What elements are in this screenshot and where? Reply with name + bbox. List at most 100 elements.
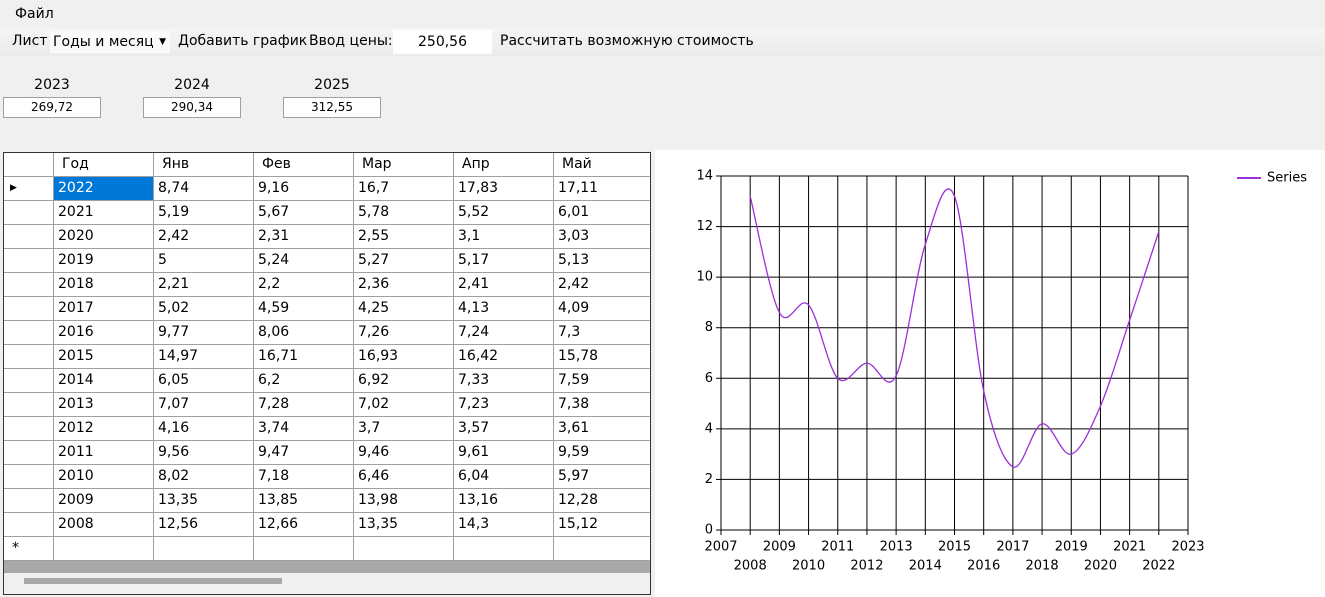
- cell[interactable]: 4,59: [254, 297, 354, 321]
- cell[interactable]: 2018: [54, 273, 154, 297]
- cell[interactable]: 5,02: [154, 297, 254, 321]
- row-header[interactable]: [4, 465, 54, 489]
- calculate-button[interactable]: Рассчитать возможную стоимость: [500, 33, 754, 49]
- cell[interactable]: 7,59: [554, 369, 650, 393]
- column-header[interactable]: Фев: [254, 153, 354, 177]
- cell[interactable]: 4,25: [354, 297, 454, 321]
- cell[interactable]: [554, 537, 650, 561]
- row-header[interactable]: [4, 225, 54, 249]
- cell[interactable]: 13,35: [154, 489, 254, 513]
- row-header[interactable]: [4, 513, 54, 537]
- cell[interactable]: 12,56: [154, 513, 254, 537]
- cell[interactable]: 16,42: [454, 345, 554, 369]
- cell[interactable]: 6,05: [154, 369, 254, 393]
- cell[interactable]: 5,67: [254, 201, 354, 225]
- row-header[interactable]: [4, 369, 54, 393]
- cell[interactable]: 16,7: [354, 177, 454, 201]
- row-header[interactable]: [4, 489, 54, 513]
- cell[interactable]: 7,18: [254, 465, 354, 489]
- cell[interactable]: 16,93: [354, 345, 454, 369]
- column-header[interactable]: Апр: [454, 153, 554, 177]
- row-header[interactable]: [4, 441, 54, 465]
- cell[interactable]: 2016: [54, 321, 154, 345]
- row-header[interactable]: [4, 201, 54, 225]
- row-header[interactable]: [4, 417, 54, 441]
- cell[interactable]: 9,47: [254, 441, 354, 465]
- column-header[interactable]: Май: [554, 153, 650, 177]
- column-header[interactable]: Мар: [354, 153, 454, 177]
- cell[interactable]: 3,1: [454, 225, 554, 249]
- cell[interactable]: [354, 537, 454, 561]
- cell[interactable]: 6,01: [554, 201, 650, 225]
- cell[interactable]: 2014: [54, 369, 154, 393]
- cell[interactable]: 13,35: [354, 513, 454, 537]
- row-header[interactable]: [4, 297, 54, 321]
- cell[interactable]: [54, 537, 154, 561]
- cell[interactable]: 13,98: [354, 489, 454, 513]
- column-header[interactable]: Год: [54, 153, 154, 177]
- cell[interactable]: 5,19: [154, 201, 254, 225]
- cell[interactable]: 2017: [54, 297, 154, 321]
- cell[interactable]: 7,26: [354, 321, 454, 345]
- cell[interactable]: 8,74: [154, 177, 254, 201]
- cell[interactable]: 7,07: [154, 393, 254, 417]
- cell[interactable]: 5,24: [254, 249, 354, 273]
- add-chart-button[interactable]: Добавить график: [178, 33, 308, 49]
- cell[interactable]: 8,06: [254, 321, 354, 345]
- cell[interactable]: 2,55: [354, 225, 454, 249]
- cell[interactable]: 12,66: [254, 513, 354, 537]
- cell[interactable]: 7,38: [554, 393, 650, 417]
- row-header[interactable]: [4, 345, 54, 369]
- cell[interactable]: 15,12: [554, 513, 650, 537]
- cell[interactable]: 2020: [54, 225, 154, 249]
- cell[interactable]: 2,21: [154, 273, 254, 297]
- cell[interactable]: 2012: [54, 417, 154, 441]
- cell[interactable]: 5,78: [354, 201, 454, 225]
- cell[interactable]: 9,56: [154, 441, 254, 465]
- cell[interactable]: 6,46: [354, 465, 454, 489]
- cell[interactable]: 14,97: [154, 345, 254, 369]
- cell[interactable]: 4,09: [554, 297, 650, 321]
- cell[interactable]: 6,04: [454, 465, 554, 489]
- cell[interactable]: 9,16: [254, 177, 354, 201]
- cell[interactable]: 5,52: [454, 201, 554, 225]
- forecast-value[interactable]: 290,34: [143, 97, 241, 118]
- cell[interactable]: 3,61: [554, 417, 650, 441]
- cell[interactable]: 2019: [54, 249, 154, 273]
- price-input[interactable]: 250,56: [393, 30, 492, 54]
- cell[interactable]: 6,2: [254, 369, 354, 393]
- cell[interactable]: 2,36: [354, 273, 454, 297]
- cell[interactable]: 3,03: [554, 225, 650, 249]
- cell[interactable]: 3,7: [354, 417, 454, 441]
- menu-file[interactable]: Файл: [15, 6, 54, 22]
- row-header[interactable]: ▶: [4, 177, 54, 201]
- cell[interactable]: 4,16: [154, 417, 254, 441]
- cell[interactable]: 2010: [54, 465, 154, 489]
- forecast-value[interactable]: 312,55: [283, 97, 381, 118]
- cell[interactable]: 7,23: [454, 393, 554, 417]
- cell[interactable]: 5,97: [554, 465, 650, 489]
- cell[interactable]: 2013: [54, 393, 154, 417]
- cell[interactable]: 9,61: [454, 441, 554, 465]
- cell[interactable]: 16,71: [254, 345, 354, 369]
- cell[interactable]: 5,17: [454, 249, 554, 273]
- forecast-value[interactable]: 269,72: [3, 97, 101, 118]
- cell[interactable]: 17,11: [554, 177, 650, 201]
- cell[interactable]: 2009: [54, 489, 154, 513]
- selected-cell[interactable]: 2022: [54, 177, 154, 201]
- cell[interactable]: [454, 537, 554, 561]
- cell[interactable]: 7,24: [454, 321, 554, 345]
- cell[interactable]: 8,02: [154, 465, 254, 489]
- cell[interactable]: 13,85: [254, 489, 354, 513]
- cell[interactable]: 17,83: [454, 177, 554, 201]
- scroll-thumb[interactable]: [24, 578, 282, 584]
- cell[interactable]: 7,3: [554, 321, 650, 345]
- cell[interactable]: [154, 537, 254, 561]
- cell[interactable]: 6,92: [354, 369, 454, 393]
- cell[interactable]: 5,27: [354, 249, 454, 273]
- cell[interactable]: 3,74: [254, 417, 354, 441]
- cell[interactable]: 9,77: [154, 321, 254, 345]
- cell[interactable]: 2008: [54, 513, 154, 537]
- cell[interactable]: 12,28: [554, 489, 650, 513]
- cell[interactable]: 2021: [54, 201, 154, 225]
